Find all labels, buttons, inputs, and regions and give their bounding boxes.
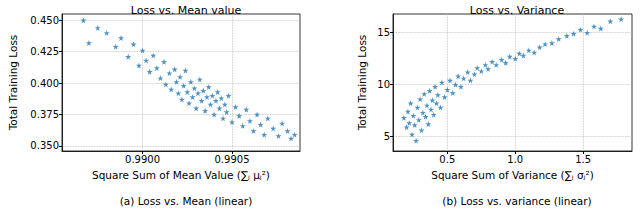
svg-text:0.9905: 0.9905 bbox=[215, 154, 250, 165]
svg-text:Total Training Loss: Total Training Loss bbox=[7, 35, 19, 132]
svg-text:0.375: 0.375 bbox=[30, 109, 59, 120]
svg-text:Loss vs. Variance: Loss vs. Variance bbox=[470, 4, 565, 17]
svg-text:5: 5 bbox=[384, 131, 390, 142]
svg-text:1.0: 1.0 bbox=[507, 154, 523, 165]
svg-text:0.5: 0.5 bbox=[439, 154, 455, 165]
svg-text:0.400: 0.400 bbox=[30, 78, 59, 89]
svg-text:Loss vs. Mean value: Loss vs. Mean value bbox=[131, 4, 242, 17]
svg-text:Square Sum of Mean Value (∑ⱼ μ: Square Sum of Mean Value (∑ⱼ μⱼ²) bbox=[92, 169, 270, 181]
svg-text:1.5: 1.5 bbox=[575, 154, 591, 165]
svg-text:(a) Loss vs. Mean (linear): (a) Loss vs. Mean (linear) bbox=[120, 195, 253, 207]
svg-text:0.425: 0.425 bbox=[30, 46, 59, 57]
svg-text:10: 10 bbox=[377, 79, 390, 90]
svg-text:0.450: 0.450 bbox=[30, 15, 59, 26]
svg-text:15: 15 bbox=[377, 27, 390, 38]
svg-text:(b) Loss vs. variance (linear): (b) Loss vs. variance (linear) bbox=[442, 195, 591, 207]
svg-text:Square Sum of Variance (∑ⱼ σⱼ²: Square Sum of Variance (∑ⱼ σⱼ²) bbox=[431, 169, 593, 181]
svg-text:0.350: 0.350 bbox=[30, 140, 59, 151]
svg-text:Total Training Loss: Total Training Loss bbox=[356, 35, 368, 132]
svg-text:0.9900: 0.9900 bbox=[125, 154, 160, 165]
